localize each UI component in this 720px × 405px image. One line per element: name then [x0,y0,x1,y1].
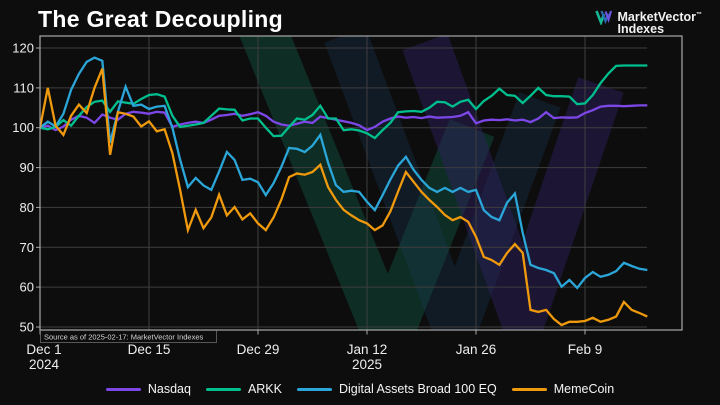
plot-border [39,35,683,331]
x-tick-label-dec-15: Dec 15 [128,342,171,357]
y-tick-label-80: 80 [20,200,34,215]
y-tick-label-100: 100 [12,120,34,135]
series-line-arkk [40,64,648,140]
digital-assets-line-swatch [296,387,332,391]
legend-item-nasdaq: Nasdaq [105,382,191,396]
y-tick-label-90: 90 [20,160,34,175]
legend-label-arkk: ARKK [247,382,282,396]
x-tick-label-feb-9: Feb 9 [568,342,603,357]
legend-label-memecoin: MemeCoin [553,382,615,396]
source-note-text: Source as of 2025-02-17: MarketVector In… [44,332,204,341]
chart-legend: Nasdaq ARKK Digital Assets Broad 100 EQ … [0,382,720,396]
arkk-line-swatch [205,387,241,391]
x-tick-year-2024: 2024 [29,357,60,372]
y-tick-label-50: 50 [20,320,34,335]
y-tick-label-120: 120 [12,41,34,56]
series-lines [40,56,648,327]
x-tick-year-2025: 2025 [352,357,382,372]
legend-label-nasdaq: Nasdaq [147,382,191,396]
trademark-symbol: ™ [696,12,702,18]
series-line-nasdaq [40,104,648,132]
marketvector-logo-icon [595,10,613,25]
x-axis-labels: Dec 1 2024 Dec 15 Dec 29 Jan 12 2025 Jan… [26,342,602,372]
x-tick-label-dec-1: Dec 1 [26,342,61,357]
nasdaq-line-swatch [105,387,141,391]
y-tick-label-60: 60 [20,280,34,295]
y-tick-label-110: 110 [13,80,34,95]
x-tick-label-dec-29: Dec 29 [237,342,280,357]
memecoin-line-swatch [511,387,547,391]
legend-label-digital-assets: Digital Assets Broad 100 EQ [338,382,497,396]
page-title: The Great Decoupling [38,6,283,32]
marketvector-logo: MarketVector™ Indexes [595,9,702,35]
marketvector-watermark-icon [239,36,624,330]
series-line-digital-assets-broad-100-eq [40,56,648,290]
logo-brand-name: MarketVector™ [617,10,702,25]
x-gridlines [148,36,586,330]
x-tick-label-jan-12: Jan 12 [347,342,388,357]
x-tick-label-jan-26: Jan 26 [456,342,497,357]
legend-item-arkk: ARKK [205,382,282,396]
y-tick-marks [36,47,40,328]
legend-item-memecoin: MemeCoin [511,382,615,396]
logo-brand-sub: Indexes [617,22,665,37]
legend-item-digital-assets: Digital Assets Broad 100 EQ [296,382,497,396]
y-gridlines [40,47,647,328]
y-tick-label-70: 70 [20,240,34,255]
source-note: Source as of 2025-02-17: MarketVector In… [40,330,217,343]
y-axis-labels: 120 110 100 90 80 70 60 50 [12,41,34,335]
series-line-memecoin [40,68,648,327]
